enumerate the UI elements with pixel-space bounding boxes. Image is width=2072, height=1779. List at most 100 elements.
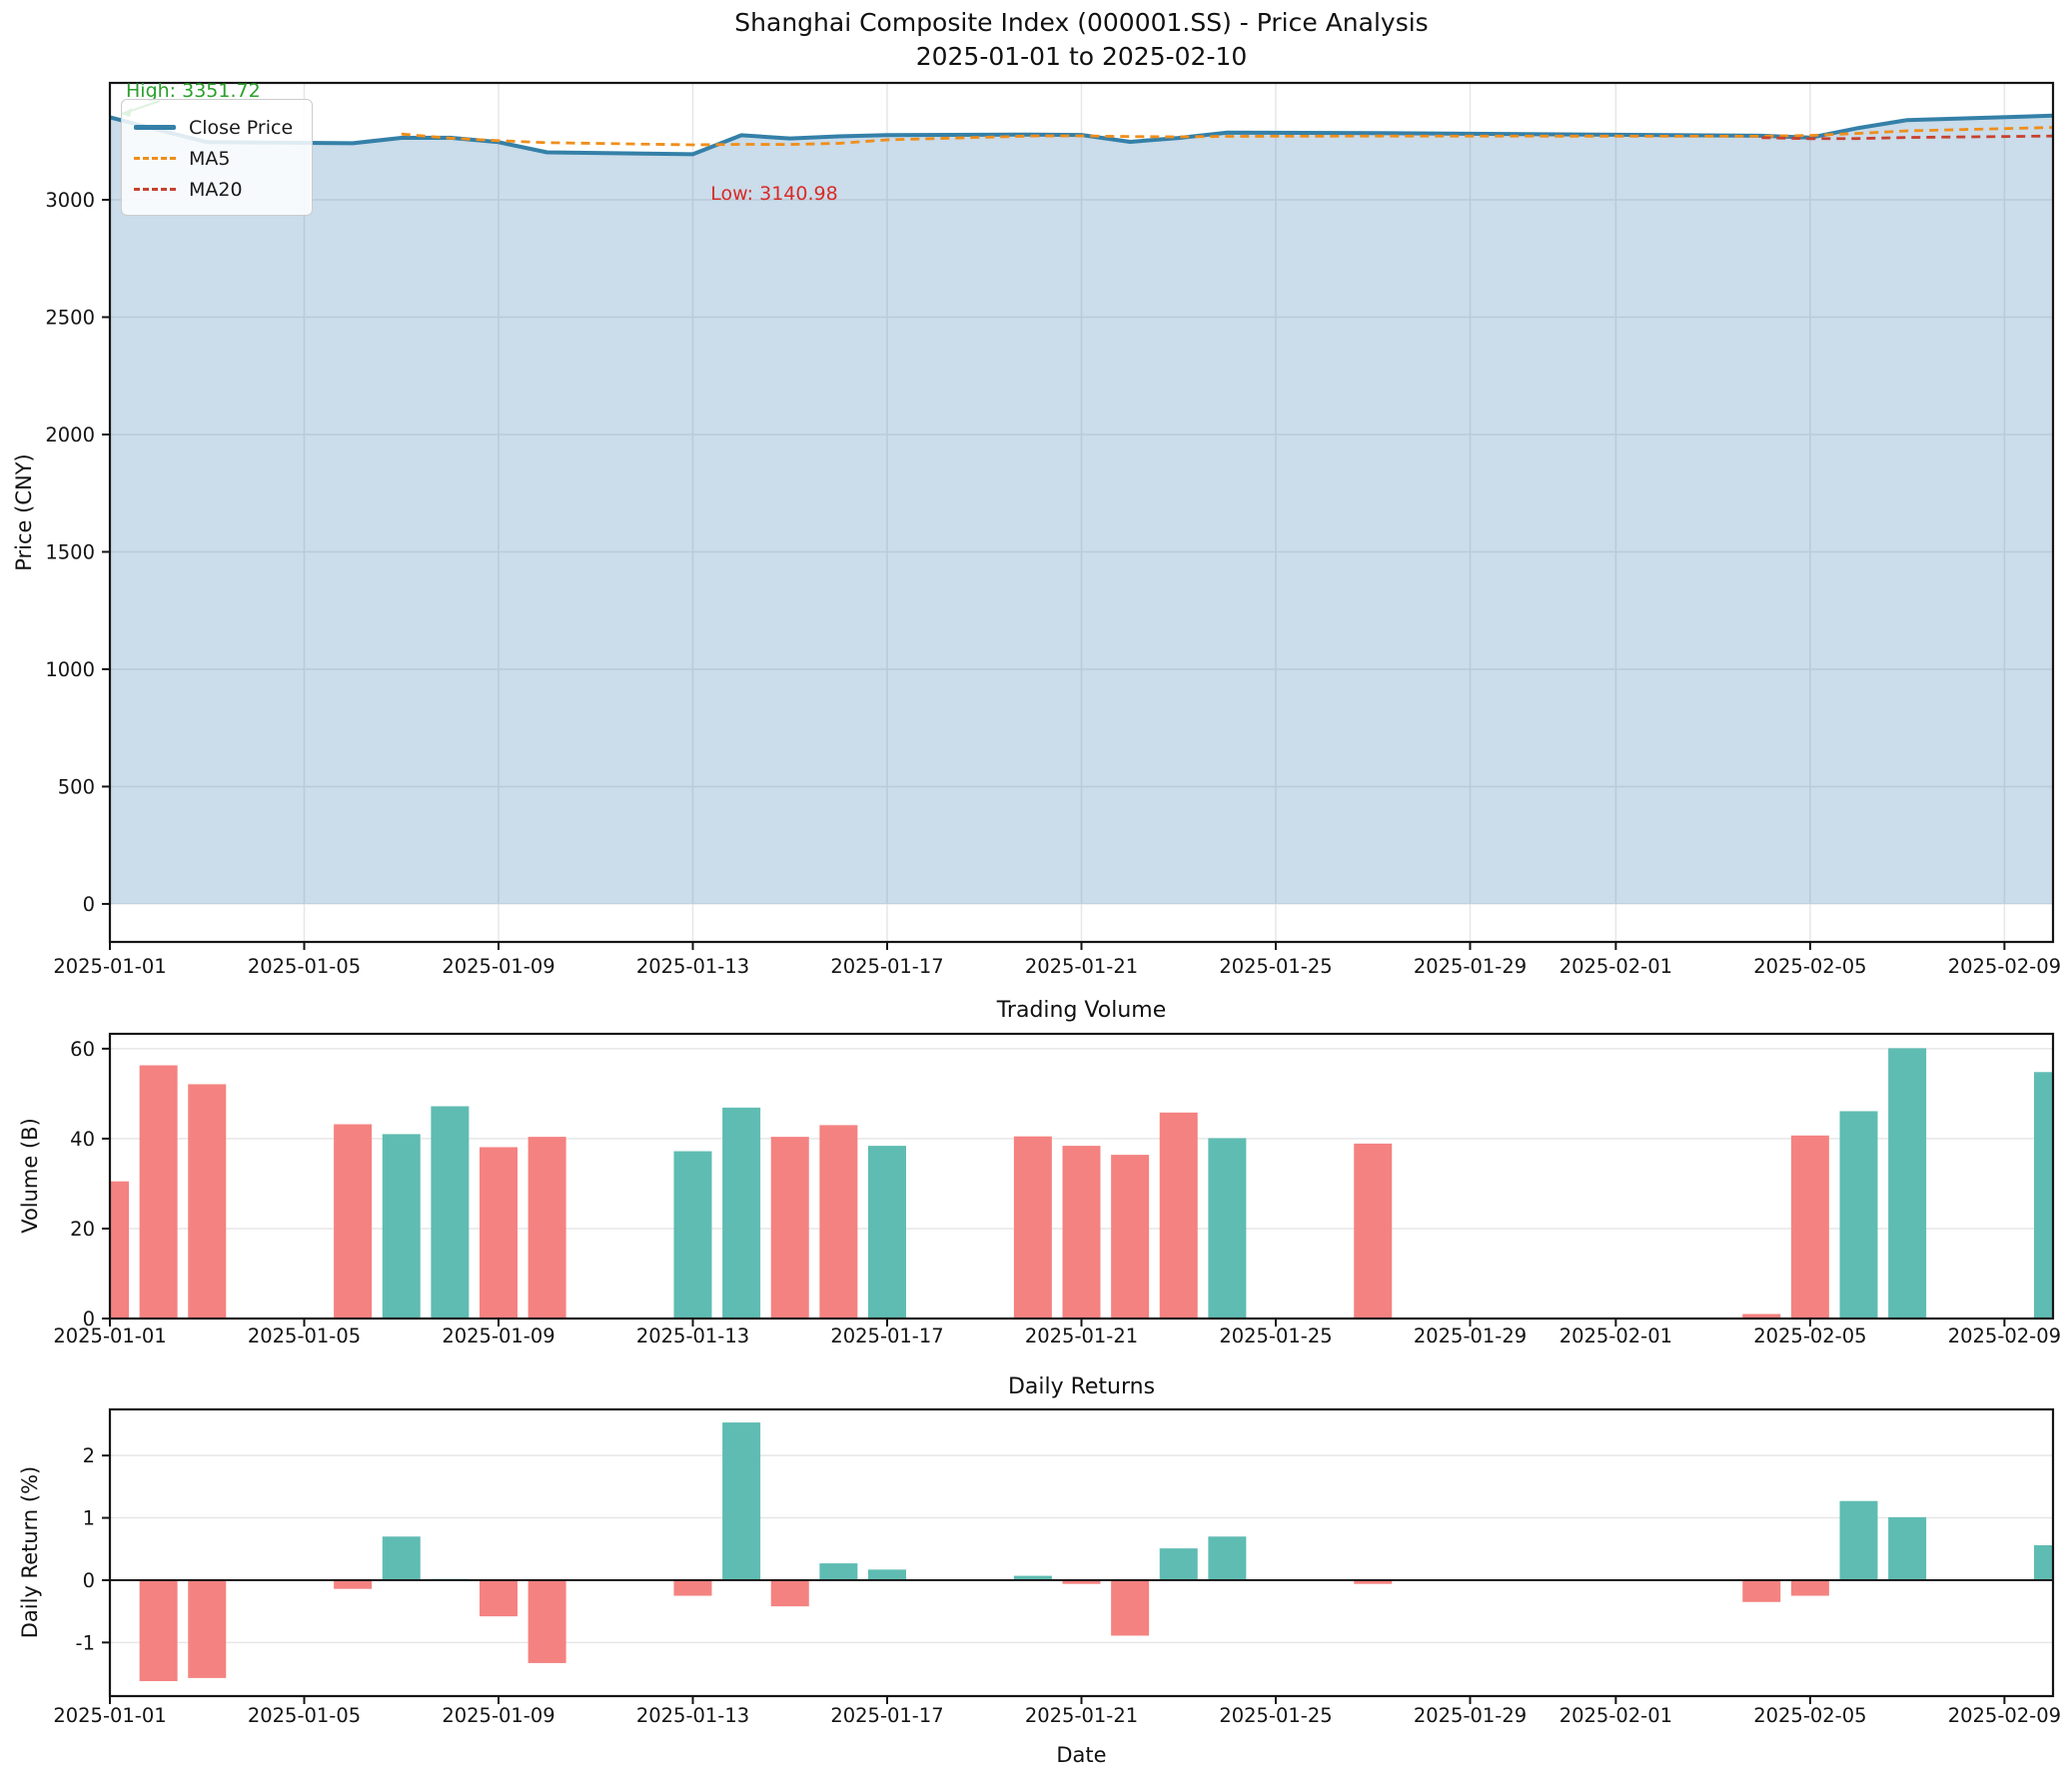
tick-label: 2025-01-09 [442, 955, 554, 978]
volume-bar [770, 1137, 809, 1319]
tick-label: 2025-01-25 [1219, 1325, 1332, 1347]
tick-label: 2025-02-09 [1948, 1704, 2061, 1727]
volume-bar [1111, 1155, 1150, 1319]
ma20-line-sample [134, 188, 176, 191]
volume-bar [1159, 1112, 1198, 1319]
tick-label: 2025-01-13 [636, 1325, 749, 1347]
tick-label: 2025-02-05 [1753, 955, 1866, 978]
volume-chart-title: Trading Volume [996, 998, 1167, 1023]
returns-bar [2034, 1545, 2053, 1580]
tick-label: 2025-02-01 [1559, 1704, 1672, 1727]
close-price-fill-area [110, 115, 2053, 904]
legend-item-close-price: Close Price [134, 112, 300, 143]
legend-close-price-label: Close Price [189, 116, 294, 139]
tick-label: -1 [76, 1631, 95, 1654]
volume-y-axis-label: Volume (B) [18, 1118, 42, 1234]
returns-bar [1888, 1516, 1927, 1580]
returns-bar [868, 1569, 906, 1580]
volume-bar [819, 1125, 858, 1319]
returns-bar [527, 1579, 566, 1663]
returns-bar [1354, 1579, 1393, 1584]
tick-label: 2025-01-05 [248, 955, 361, 978]
returns-bar [1013, 1575, 1052, 1580]
volume-bar [2034, 1072, 2053, 1319]
returns-grid [110, 1454, 2053, 1644]
volume-bar [1742, 1314, 1781, 1319]
x-axis-label: Date [1056, 1743, 1107, 1767]
returns-y-axis-label: Daily Return (%) [18, 1465, 42, 1639]
tick-label: 2025-02-05 [1753, 1325, 1866, 1347]
tick-label: 2025-01-13 [636, 1704, 749, 1727]
volume-x-axis: 2025-01-01 2025-01-05 2025-01-09 2025-01-13… [53, 1319, 2061, 1347]
volume-bar [382, 1134, 421, 1319]
high-annotation: High: 3351.72 [126, 80, 261, 102]
tick-label: 500 [58, 775, 95, 798]
tick-label: 2025-01-21 [1025, 1704, 1138, 1727]
tick-label: 2025-01-29 [1414, 1325, 1527, 1347]
volume-bar [868, 1146, 906, 1319]
returns-bar [1159, 1548, 1198, 1580]
volume-bar [110, 1181, 129, 1319]
volume-plot: 2025-01-01 2025-01-05 2025-01-09 2025-01-13… [53, 1032, 2061, 1347]
returns-y-axis: -1 0 1 2 [76, 1444, 110, 1654]
tick-label: 2025-02-09 [1948, 955, 2061, 978]
tick-label: 2025-01-01 [53, 955, 166, 978]
returns-content [110, 1422, 2053, 1682]
tick-label: 2025-01-13 [636, 955, 749, 978]
legend-item-ma20: MA20 [134, 174, 300, 205]
price-plot: 2025-01-01 2025-01-05 2025-01-09 2025-01-13… [45, 81, 2061, 978]
returns-bar [1839, 1500, 1878, 1580]
returns-bar [770, 1579, 809, 1607]
volume-bar [139, 1065, 178, 1319]
tick-label: 2025-01-21 [1025, 1325, 1138, 1347]
tick-label: 1 [83, 1507, 95, 1530]
volume-bar [722, 1107, 761, 1319]
ma5-line-sample [134, 157, 176, 160]
tick-label: 2000 [45, 424, 95, 446]
returns-bar [1111, 1579, 1150, 1636]
volume-bar [1354, 1143, 1393, 1319]
tick-label: 60 [70, 1038, 95, 1061]
tick-label: 1000 [45, 658, 95, 681]
tick-label: 2025-02-05 [1753, 1704, 1866, 1727]
tick-label: 2025-02-09 [1948, 1325, 2061, 1347]
returns-chart-title: Daily Returns [1007, 1374, 1156, 1399]
volume-bar [673, 1151, 712, 1319]
tick-label: 0 [83, 1569, 95, 1592]
volume-bar [431, 1106, 470, 1319]
volume-bar [1208, 1138, 1247, 1319]
returns-bar [1208, 1536, 1247, 1580]
tick-label: 1500 [45, 540, 95, 563]
ma5-line [401, 126, 2053, 147]
returns-bar [139, 1579, 178, 1682]
tick-label: 3000 [45, 189, 95, 212]
figure-title: Shanghai Composite Index (000001.SS) - P… [734, 8, 1429, 37]
tick-label: 40 [70, 1128, 95, 1151]
returns-plot: 2025-01-01 2025-01-05 2025-01-09 2025-01-13… [53, 1407, 2061, 1727]
close-price-line-sample [134, 125, 176, 130]
tick-label: 2025-01-29 [1414, 1704, 1527, 1727]
legend-item-ma5: MA5 [134, 143, 300, 174]
returns-bar [188, 1579, 227, 1678]
low-annotation: Low: 3140.98 [710, 183, 838, 205]
volume-bar [1888, 1048, 1927, 1319]
volume-bar [1839, 1111, 1878, 1319]
tick-label: 2025-01-09 [442, 1704, 554, 1727]
tick-label: 2025-01-25 [1219, 1704, 1332, 1727]
returns-bar [819, 1563, 858, 1580]
returns-bar [722, 1422, 761, 1580]
returns-bar [1062, 1579, 1101, 1584]
returns-bar [1742, 1579, 1781, 1602]
price-y-axis: 0 500 1000 1500 2000 2500 3000 [45, 189, 110, 916]
tick-label: 2025-01-01 [53, 1325, 166, 1347]
tick-label: 2025-01-25 [1219, 955, 1332, 978]
tick-label: 2025-01-17 [830, 1704, 943, 1727]
legend-ma5-label: MA5 [189, 147, 231, 170]
price-y-axis-label: Price (CNY) [12, 453, 36, 571]
tick-label: 2025-01-21 [1025, 955, 1138, 978]
volume-bar [480, 1147, 518, 1319]
figure-subtitle: 2025-01-01 to 2025-02-10 [915, 42, 1248, 71]
tick-label: 2025-01-05 [248, 1704, 361, 1727]
price-x-axis: 2025-01-01 2025-01-05 2025-01-09 2025-01-13… [53, 942, 2061, 978]
